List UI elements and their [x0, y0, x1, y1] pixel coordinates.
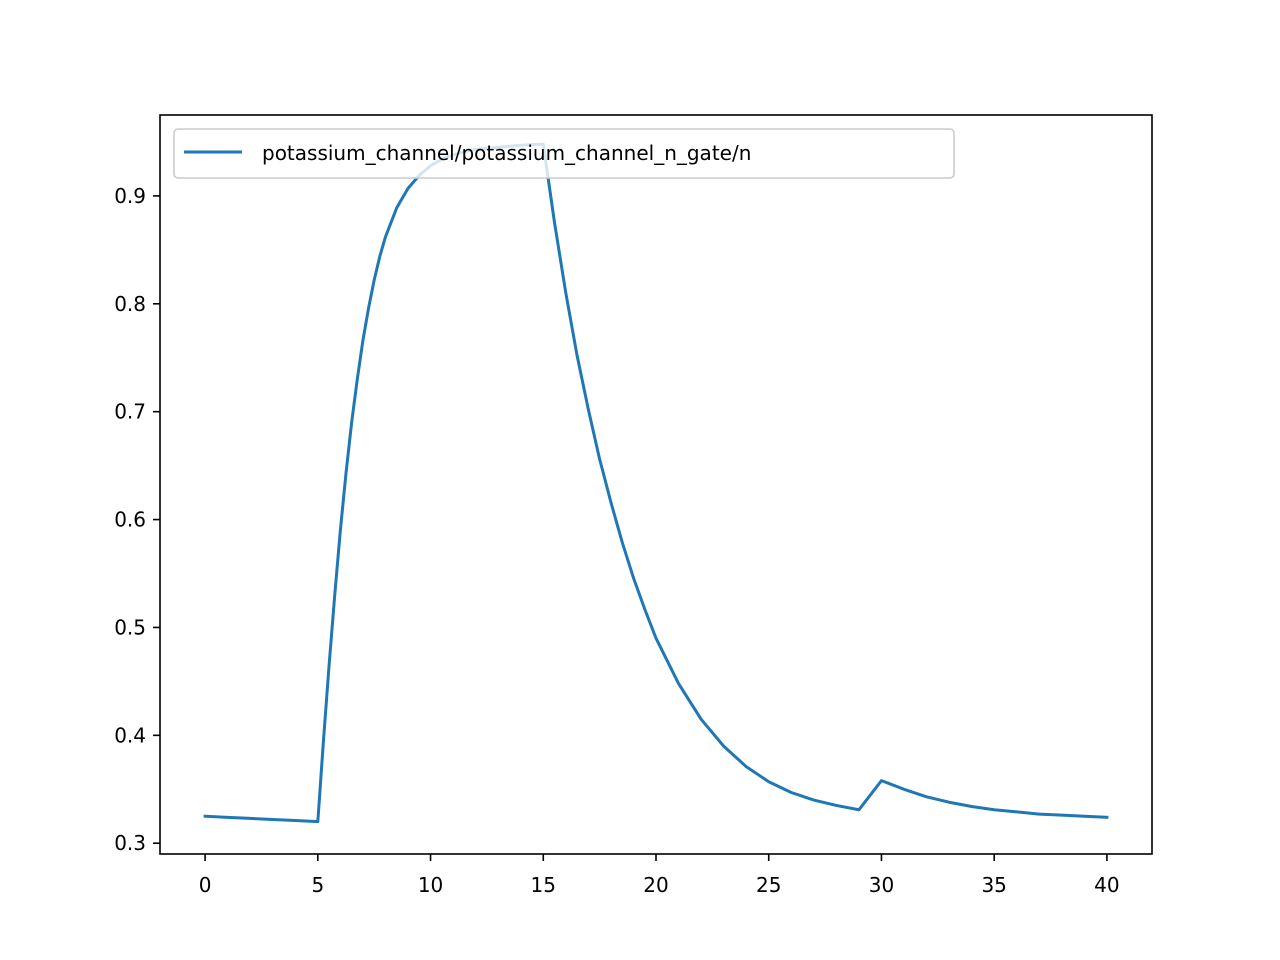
plot-frame	[159, 114, 1153, 855]
y-axis: 0.3 0.4 0.5 0.6 0.7 0.8 0.9	[114, 184, 160, 855]
x-tick-label: 10	[418, 873, 443, 897]
y-tick-label: 0.8	[114, 292, 146, 316]
x-tick-label: 15	[531, 873, 556, 897]
legend-box	[173, 128, 955, 179]
y-tick-label: 0.5	[114, 615, 146, 639]
legend: potassium_channel/potassium_channel_n_ga…	[173, 128, 955, 179]
y-tick-label: 0.3	[114, 831, 146, 855]
x-tick-label: 25	[756, 873, 781, 897]
x-tick-label: 5	[311, 873, 324, 897]
x-tick-label: 0	[199, 873, 212, 897]
x-tick-label: 20	[643, 873, 668, 897]
y-tick-label: 0.7	[114, 400, 146, 424]
x-tick-label: 40	[1094, 873, 1119, 897]
x-axis: 0 5 10 15 20 25 30 35 40	[199, 854, 1120, 897]
x-tick-label: 35	[981, 873, 1006, 897]
series-line-potassium-n-gate	[203, 142, 1109, 824]
y-tick-label: 0.9	[114, 184, 146, 208]
x-tick-label: 30	[869, 873, 894, 897]
legend-label: potassium_channel/potassium_channel_n_ga…	[262, 141, 751, 165]
y-tick-label: 0.6	[114, 508, 146, 532]
y-tick-label: 0.4	[114, 723, 146, 747]
